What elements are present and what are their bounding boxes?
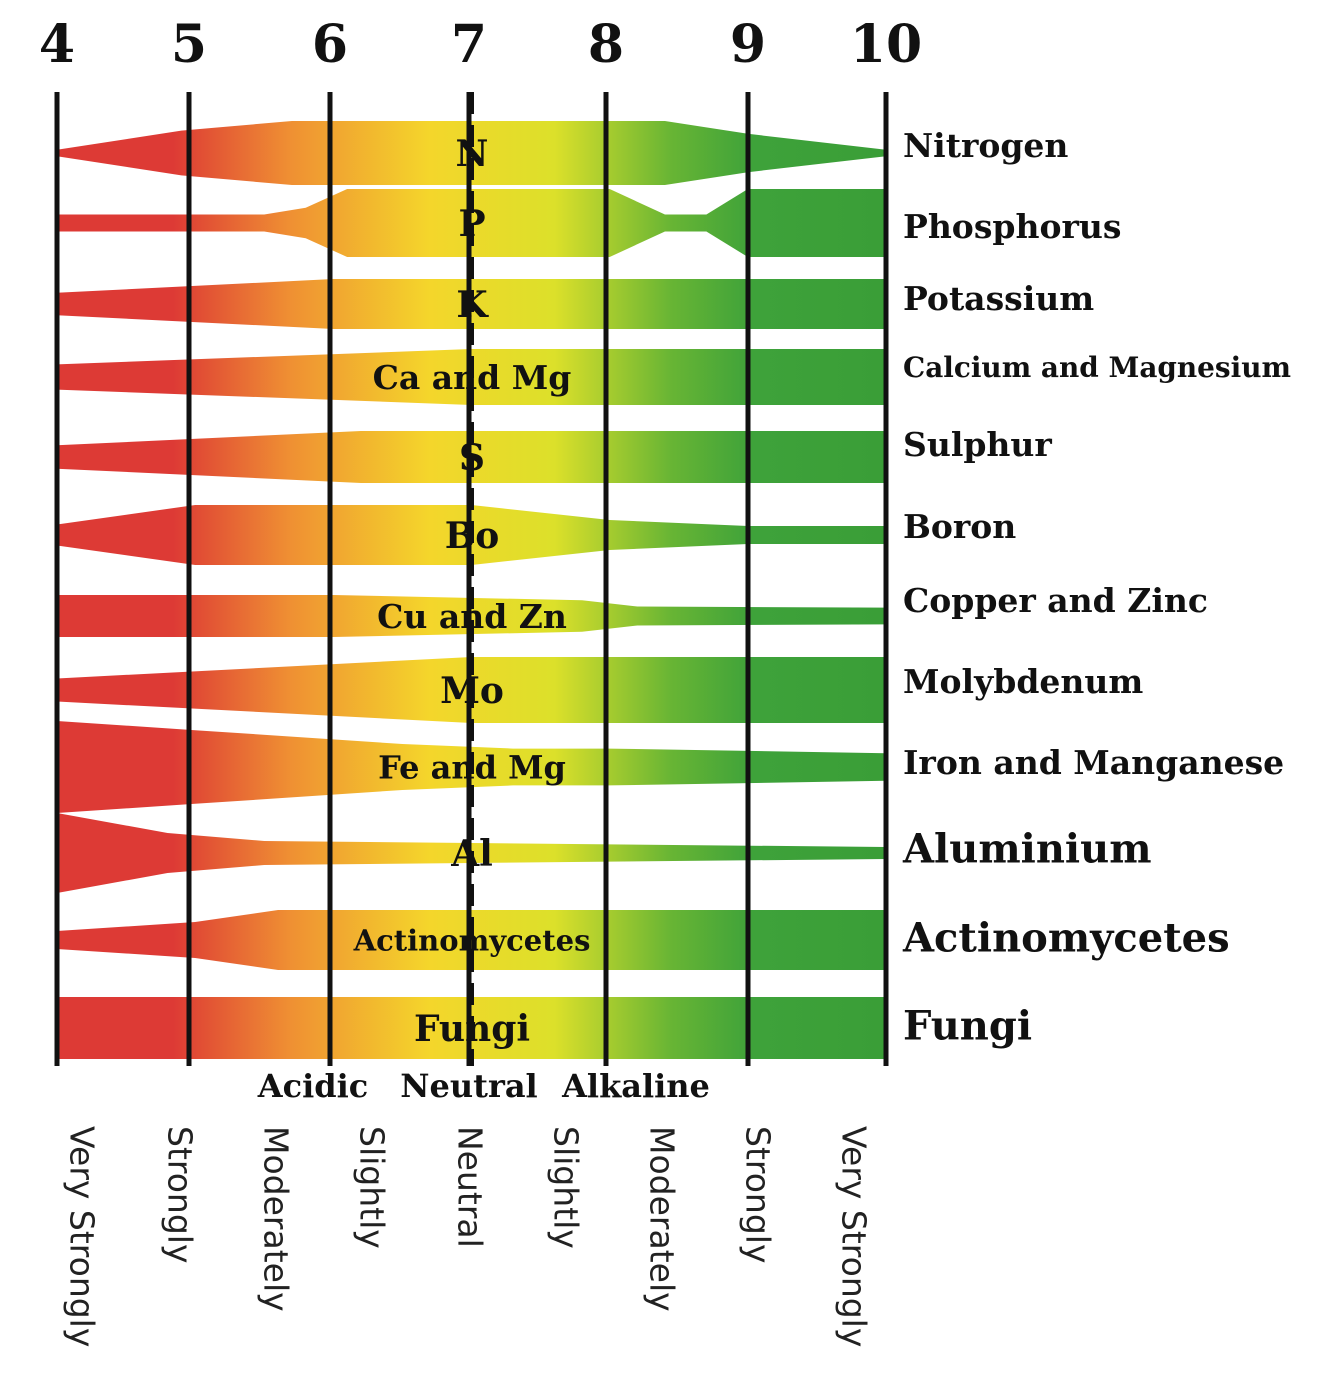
x-tick-6: 6 — [312, 14, 348, 75]
series-name-copper-and-zinc: Copper and Zinc — [903, 581, 1208, 620]
ph-zone-labels: Acidic Neutral Alkaline — [257, 1067, 710, 1105]
x-tick-9: 9 — [730, 14, 766, 75]
descriptor-group-1: Strongly — [161, 1126, 200, 1263]
descriptor-group-2: Moderately — [257, 1126, 296, 1312]
descriptor-group-4: Neutral — [451, 1126, 490, 1248]
descriptor-group-0: Very Strongly — [63, 1126, 102, 1347]
ph-descriptor-labels: Very Strongly Strongly Moderately Slightly N… — [63, 1126, 874, 1347]
series-name-potassium: Potassium — [903, 279, 1094, 318]
x-tick-7: 7 — [451, 14, 487, 75]
series-name-labels: Nitrogen Phosphorus Potassium Calcium and M… — [902, 126, 1291, 1050]
descriptor-group-5: Slightly — [547, 1126, 586, 1249]
descriptor-moderately-2: Moderately — [257, 1126, 296, 1312]
series-name-calcium-and-magnesium: Calcium and Magnesium — [903, 351, 1291, 384]
series-name-sulphur: Sulphur — [903, 425, 1052, 464]
descriptor-group-8: Very Strongly — [835, 1126, 874, 1347]
descriptor-moderately-6: Moderately — [643, 1126, 682, 1312]
descriptor-very-strongly-0: Very Strongly — [63, 1126, 102, 1347]
x-tick-4: 4 — [39, 14, 75, 75]
descriptor-very-strongly-8: Very Strongly — [835, 1126, 874, 1347]
descriptor-neutral-4: Neutral — [451, 1126, 490, 1248]
series-name-boron: Boron — [903, 507, 1016, 546]
descriptor-strongly-1: Strongly — [161, 1126, 200, 1263]
x-tick-8: 8 — [588, 14, 624, 75]
ph-tick-labels: 4 5 6 7 8 9 10 — [39, 14, 922, 75]
zone-label-alkaline: Alkaline — [561, 1067, 710, 1105]
descriptor-slightly-5: Slightly — [547, 1126, 586, 1249]
series-name-phosphorus: Phosphorus — [903, 207, 1121, 246]
series-name-molybdenum: Molybdenum — [903, 662, 1143, 701]
series-name-fungi: Fungi — [903, 1002, 1032, 1049]
x-tick-10: 10 — [850, 14, 922, 75]
x-tick-5: 5 — [171, 14, 207, 75]
series-name-iron-and-manganese: Iron and Manganese — [903, 743, 1284, 782]
ph-grid-lines — [54, 92, 889, 1066]
descriptor-group-7: Strongly — [739, 1126, 778, 1263]
zone-label-acidic: Acidic — [257, 1067, 368, 1105]
zone-label-neutral: Neutral — [400, 1067, 537, 1105]
series-name-nitrogen: Nitrogen — [903, 126, 1068, 165]
series-name-aluminium: Aluminium — [902, 825, 1152, 872]
descriptor-slightly-3: Slightly — [353, 1126, 392, 1249]
descriptor-strongly-7: Strongly — [739, 1126, 778, 1263]
series-name-actinomycetes: Actinomycetes — [902, 914, 1230, 961]
descriptor-group-6: Moderately — [643, 1126, 682, 1312]
descriptor-group-3: Slightly — [353, 1126, 392, 1249]
